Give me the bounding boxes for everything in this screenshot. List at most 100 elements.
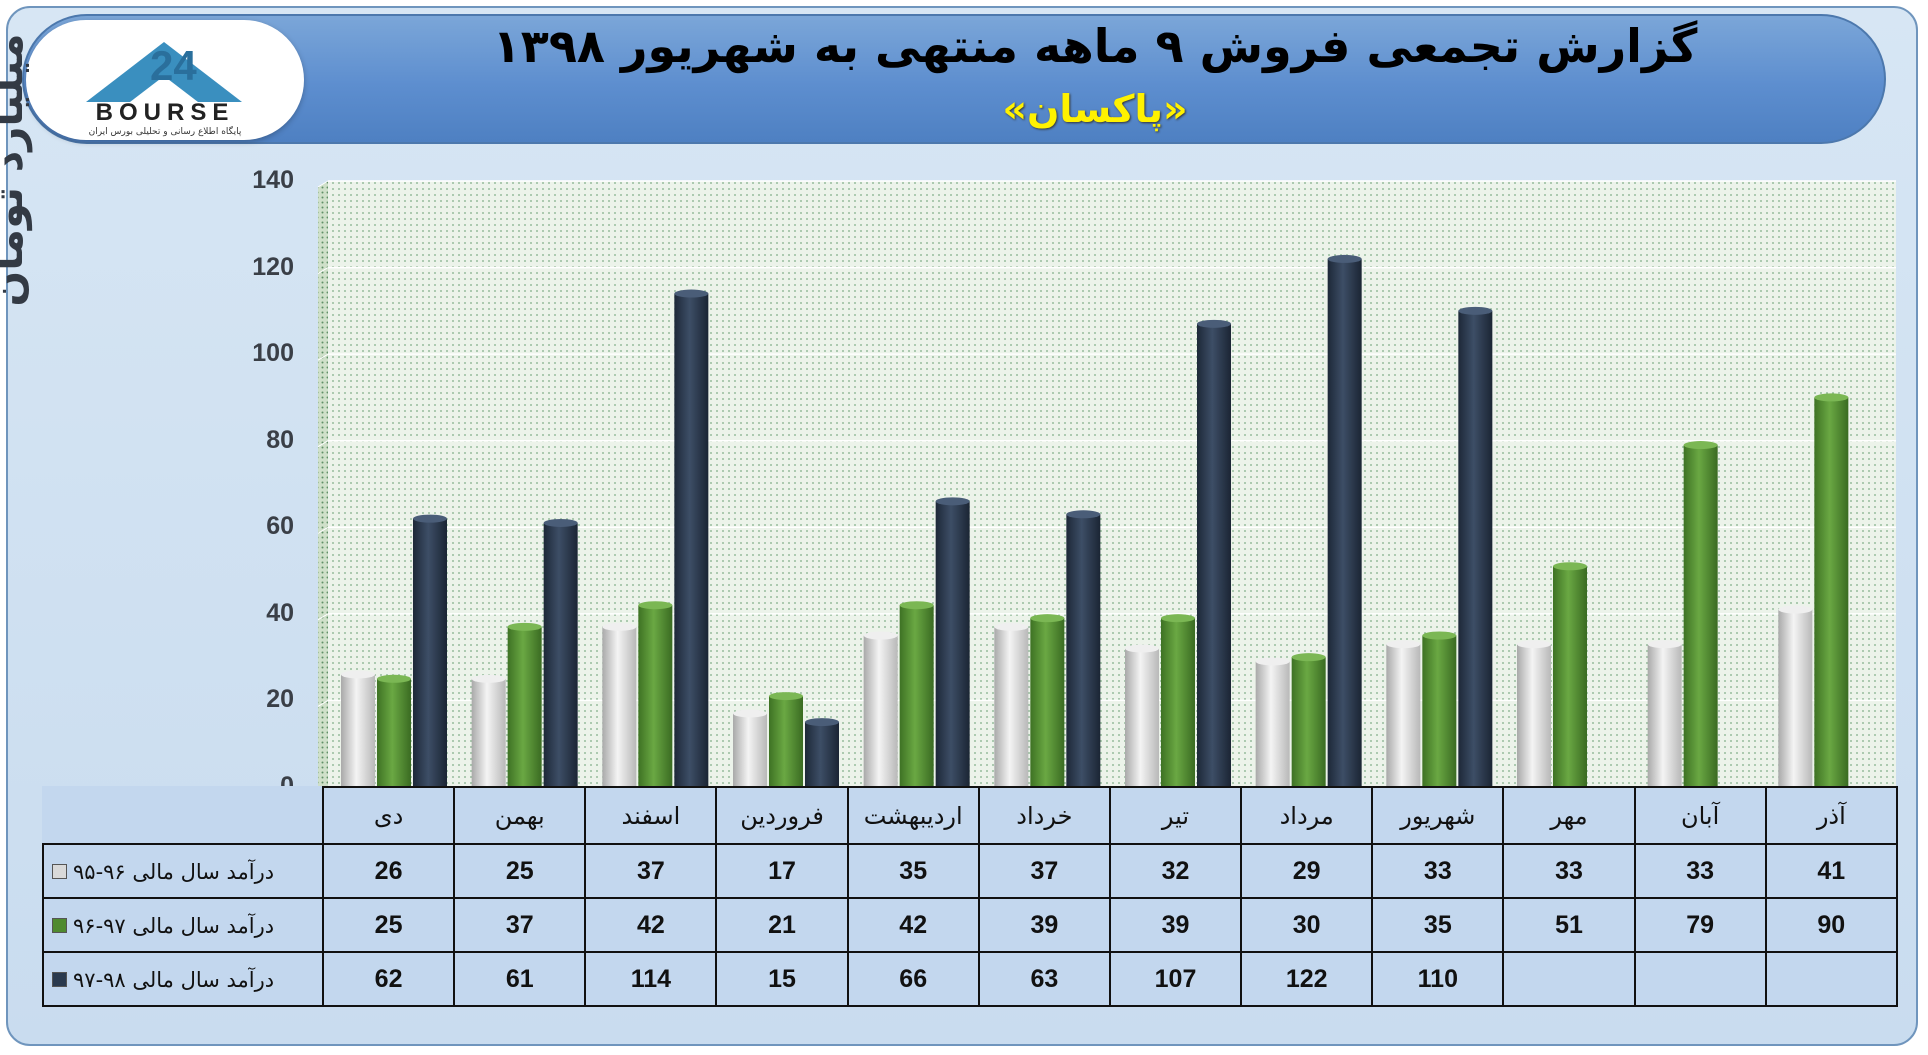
y-tick-label: 40 <box>266 598 294 627</box>
legend-label: درآمد سال مالی ۹۸-۹۷ <box>73 967 275 992</box>
bar-top <box>1683 441 1718 450</box>
gridline-side <box>317 613 329 621</box>
data-label: 122 <box>1240 951 1374 1007</box>
bar <box>602 622 637 787</box>
bar-top <box>1197 319 1231 328</box>
bar-body <box>674 293 709 787</box>
data-label: 21 <box>715 897 849 953</box>
logo-wordmark: BOURSE <box>96 99 235 126</box>
logo-tagline: پایگاه اطلاع رسانی و تحلیلی بورس ایران <box>89 125 242 137</box>
bar-body <box>935 501 970 787</box>
gridline-side <box>317 440 329 448</box>
data-label: 17 <box>715 843 849 899</box>
data-label: 29 <box>1240 843 1374 899</box>
bar <box>1066 510 1101 787</box>
data-label: 35 <box>846 843 980 899</box>
bar-top <box>1161 614 1195 623</box>
bar-top <box>1386 640 1421 649</box>
category-label: دی <box>321 786 456 845</box>
category-label: خرداد <box>977 786 1111 845</box>
plot-back-wall <box>328 181 1896 787</box>
plot-side-wall <box>318 181 328 793</box>
bar <box>377 674 411 787</box>
bar <box>1458 306 1493 787</box>
bar-top <box>377 674 411 683</box>
bar <box>994 622 1029 787</box>
bar <box>1030 614 1065 787</box>
table-row: درآمد سال مالی ۹۶-۹۵ 26 25 37 17 35 37 32 29 33 33… <box>42 843 1898 899</box>
category-label: مهر <box>1502 786 1636 845</box>
data-label: 51 <box>1502 897 1636 953</box>
bar <box>1683 441 1718 787</box>
bar-top <box>899 601 934 610</box>
category-label: آبان <box>1633 786 1767 845</box>
bar <box>805 718 839 787</box>
bar-body <box>377 678 411 787</box>
category-label: بهمن <box>453 786 587 845</box>
legend-swatch <box>52 864 67 879</box>
report-title: گزارش تجمعی فروش ۹ ماهه منتهی به شهریور … <box>492 19 1698 73</box>
data-label: 33 <box>1633 843 1767 899</box>
data-label: 90 <box>1764 897 1898 953</box>
bar-top <box>1458 306 1493 315</box>
category-label: اردیبهشت <box>846 786 980 845</box>
bar-top <box>935 497 970 506</box>
bar-body <box>1161 618 1195 787</box>
data-label: 33 <box>1371 843 1505 899</box>
bar-body <box>1553 566 1587 787</box>
data-label: 25 <box>453 843 587 899</box>
category-label: فروردین <box>715 786 849 845</box>
company-name: «پاکسان» <box>1002 87 1188 131</box>
bar-top <box>1291 653 1326 662</box>
data-label: 63 <box>977 951 1111 1007</box>
data-label: 25 <box>321 897 456 953</box>
y-tick-label: 20 <box>266 685 294 714</box>
bar-top <box>602 622 637 631</box>
gridlines <box>317 180 1896 794</box>
plot-area <box>318 181 1896 793</box>
bar-top <box>638 601 673 610</box>
y-tick-label: 120 <box>252 252 294 281</box>
bars <box>341 254 1849 787</box>
data-label: 32 <box>1108 843 1243 899</box>
bar-top <box>341 670 375 679</box>
bar-top <box>769 692 803 701</box>
header-banner <box>22 14 1886 144</box>
bar-body <box>341 674 375 787</box>
table-row: درآمد سال مالی ۹۷-۹۶ 25 37 42 21 42 39 39 30 35 51… <box>42 897 1898 953</box>
bar <box>769 692 803 787</box>
bar-body <box>1030 618 1065 787</box>
bar-top <box>1030 614 1065 623</box>
bar-top <box>1517 640 1551 649</box>
bar-top <box>1814 393 1849 402</box>
data-table: دی بهمن اسفند فروردین اردیبهشت خرداد تیر مرداد ش… <box>42 786 1898 1007</box>
category-label: مرداد <box>1240 786 1374 845</box>
bar <box>1517 640 1551 787</box>
bar-body <box>863 635 898 787</box>
bar-body <box>1386 644 1421 787</box>
bar-body <box>471 678 506 787</box>
bar-top <box>1553 562 1587 571</box>
bar-top <box>1327 254 1362 263</box>
data-label: 26 <box>321 843 456 899</box>
bar-chart <box>317 180 1896 794</box>
bar-body <box>507 626 542 787</box>
data-label <box>1502 951 1636 1007</box>
data-label: 39 <box>1108 897 1243 953</box>
data-label: 79 <box>1633 897 1767 953</box>
bar-body <box>543 522 578 787</box>
bar <box>1327 254 1362 787</box>
legend-entry: درآمد سال مالی ۹۶-۹۵ <box>42 843 324 899</box>
bar-body <box>1778 609 1813 787</box>
y-tick-label: 100 <box>252 339 294 368</box>
bar-top <box>413 514 447 523</box>
logo-digits: 24 <box>150 42 197 89</box>
data-label: 37 <box>584 843 718 899</box>
bar-top <box>1255 657 1290 666</box>
category-label: تیر <box>1108 786 1243 845</box>
gridline-side <box>317 526 329 534</box>
data-label: 41 <box>1764 843 1898 899</box>
data-label: 15 <box>715 951 849 1007</box>
bar <box>935 497 970 787</box>
legend-swatch <box>52 972 67 987</box>
